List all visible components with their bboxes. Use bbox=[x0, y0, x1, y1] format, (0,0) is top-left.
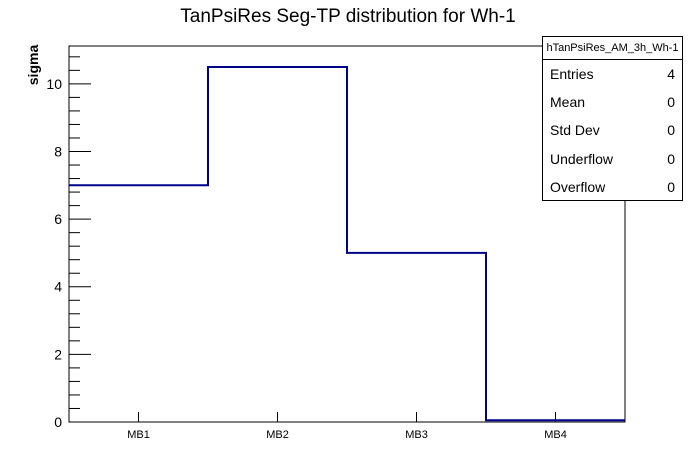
x-tick-label: MB2 bbox=[266, 429, 289, 441]
stats-row-underflow: Underflow 0 bbox=[543, 145, 682, 173]
y-tick-label: 8 bbox=[54, 143, 62, 159]
x-tick-label: MB3 bbox=[405, 429, 428, 441]
stats-label: Mean bbox=[550, 94, 586, 111]
y-tick-label: 6 bbox=[54, 211, 62, 227]
x-axis-ticks: MB1 MB2 MB3 MB4 bbox=[127, 412, 567, 441]
stats-label: Underflow bbox=[550, 150, 614, 167]
stats-value: 0 bbox=[667, 150, 675, 167]
stats-box: hTanPsiRes_AM_3h_Wh-1 Entries 4 Mean 0 S… bbox=[542, 36, 683, 201]
stats-value: 0 bbox=[667, 94, 675, 111]
stats-row-stddev: Std Dev 0 bbox=[543, 116, 682, 144]
stats-row-overflow: Overflow 0 bbox=[543, 173, 682, 201]
y-tick-label: 10 bbox=[46, 76, 62, 92]
y-tick-label: 4 bbox=[54, 279, 62, 295]
y-tick-label: 0 bbox=[54, 414, 62, 430]
stats-box-title: hTanPsiRes_AM_3h_Wh-1 bbox=[543, 37, 682, 60]
x-tick-label: MB4 bbox=[544, 429, 567, 441]
stats-value: 0 bbox=[667, 178, 675, 195]
stats-row-mean: Mean 0 bbox=[543, 88, 682, 116]
x-tick-label: MB1 bbox=[127, 429, 150, 441]
plot-frame bbox=[68, 45, 626, 423]
stats-label: Std Dev bbox=[550, 122, 600, 139]
stats-label: Entries bbox=[550, 66, 594, 83]
stats-value: 4 bbox=[667, 66, 675, 83]
stats-label: Overflow bbox=[550, 178, 606, 195]
y-tick-label: 2 bbox=[54, 346, 62, 362]
chart-title: TanPsiRes Seg-TP distribution for Wh-1 bbox=[180, 6, 516, 27]
y-axis-major-ticks: 0 2 4 6 8 10 bbox=[46, 76, 91, 430]
y-axis-minor-ticks bbox=[69, 56, 80, 409]
stats-value: 0 bbox=[667, 122, 675, 139]
histogram-line bbox=[69, 65, 625, 422]
stats-row-entries: Entries 4 bbox=[543, 60, 682, 88]
